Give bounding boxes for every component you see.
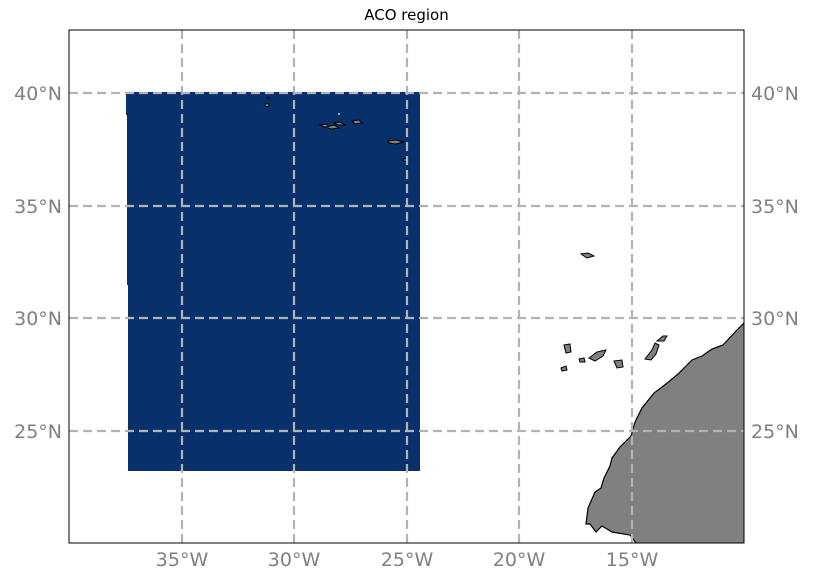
lat-label-right-25n: 25°N [751, 421, 799, 443]
lon-label-30w: 30°W [268, 549, 321, 571]
lon-label-20w: 20°W [493, 549, 546, 571]
aco-region [126, 92, 420, 471]
lat-label-right-35n: 35°N [751, 196, 799, 218]
lon-label-25w: 25°W [381, 549, 434, 571]
lat-label-left-40n: 40°N [14, 83, 62, 105]
lat-label-right-40n: 40°N [751, 83, 799, 105]
lon-label-15w: 15°W [606, 549, 659, 571]
lat-label-left-35n: 35°N [14, 196, 62, 218]
lat-label-left-30n: 30°N [14, 308, 62, 330]
lat-label-right-30n: 30°N [751, 308, 799, 330]
lon-label-35w: 35°W [156, 549, 209, 571]
lat-label-left-25n: 25°N [14, 421, 62, 443]
